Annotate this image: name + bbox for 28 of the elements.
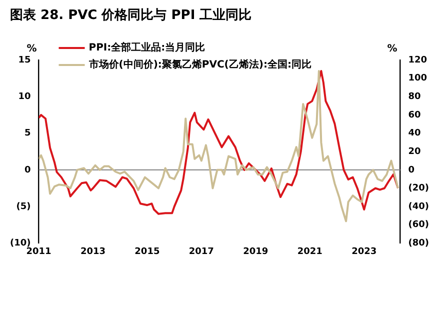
y-axis-title: % [26,44,37,55]
y-tick-label: 5 [24,128,31,139]
y-tick-label: 10 [18,92,31,102]
x-tick-label: 2013 [80,246,106,257]
y-tick-label: 15 [18,55,31,66]
legend-label: 市场价(中间价):聚氯乙烯PVC(乙烯法):全国:同比 [88,58,312,71]
y2-tick-label: 20 [408,146,421,157]
y2-tick-label: 40 [408,128,421,139]
x-tick-label: 2023 [352,246,377,257]
y2-tick-label: (80) [408,238,430,249]
y2-tick-label: 0 [408,165,415,176]
x-tick-label: 2021 [297,246,322,257]
y-tick-label: (5) [16,202,31,212]
x-tick-label: 2015 [134,246,160,257]
y2-tick-label: (60) [408,220,430,230]
x-tick-label: 2017 [188,246,214,257]
y-tick-label: 0 [24,165,31,176]
chart-title: 图表 28. PVC 价格同比与 PPI 工业同比 [10,7,252,24]
y2-tick-label: 80 [408,92,421,102]
y2-tick-label: 100 [408,74,428,84]
y2-axis-title: % [387,44,398,55]
x-tick-label: 2019 [243,246,268,257]
x-tick-label: 2011 [26,246,52,257]
y2-tick-label: 120 [408,55,428,66]
y2-tick-label: 60 [408,110,421,120]
y2-tick-label: (40) [408,202,430,212]
legend-label: PPI:全部工业品:当月同比 [88,42,206,54]
y2-tick-label: (20) [408,184,430,194]
